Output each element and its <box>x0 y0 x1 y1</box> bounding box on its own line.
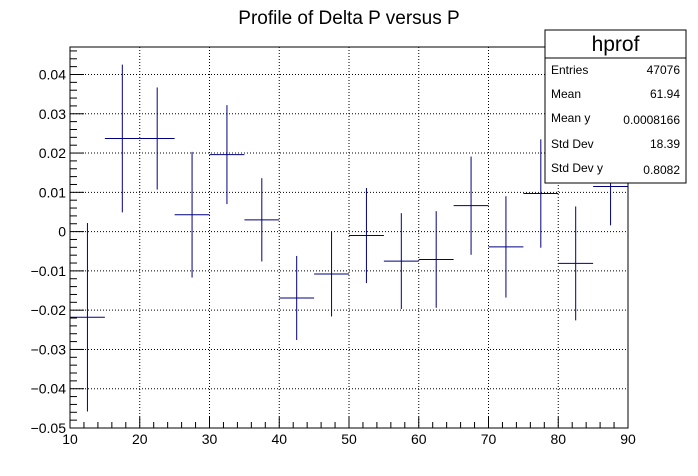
x-tick-label: 60 <box>411 431 427 447</box>
stats-entries-value: 47076 <box>647 63 681 77</box>
stats-std-dev-value: 18.39 <box>650 137 680 151</box>
stats-std-dev-label: Std Dev <box>551 137 594 151</box>
data-point <box>70 222 105 412</box>
data-point <box>244 178 280 262</box>
axes: 10 20 30 40 50 60 70 80 90 −0.05 −0.04 −0.03 −0.02 −0… <box>31 50 636 447</box>
stats-std-dev-y-label: Std Dev y <box>551 161 603 175</box>
x-tick-label: 90 <box>620 431 636 447</box>
data-point <box>314 231 349 317</box>
data-point <box>104 64 140 213</box>
stats-mean-y-label: Mean y <box>551 111 590 125</box>
y-tick-label: 0.02 <box>39 145 66 161</box>
stats-mean-label: Mean <box>551 87 581 101</box>
y-tick-label: 0 <box>58 224 66 240</box>
data-point <box>139 87 175 190</box>
stats-box-frame <box>544 29 687 184</box>
data-point <box>174 151 210 278</box>
stats-entries-label: Entries <box>551 63 588 77</box>
grid-lines <box>70 47 628 428</box>
chart-title: Profile of Delta P versus P <box>238 8 459 29</box>
stats-box: hprof Entries 47076 Mean 61.94 Mean y 0.… <box>544 29 687 184</box>
stats-mean-value: 61.94 <box>650 87 680 101</box>
stats-mean-y-value: 0.0008166 <box>623 113 680 127</box>
y-tick-label: −0.05 <box>31 420 67 436</box>
y-tick-label: −0.01 <box>31 263 67 279</box>
x-tick-label: 10 <box>62 431 78 447</box>
data-point <box>558 206 594 321</box>
data-point <box>488 196 524 298</box>
data-point <box>383 213 419 309</box>
y-tick-label: −0.03 <box>31 341 67 357</box>
stats-std-dev-y-value: 0.8082 <box>643 163 680 177</box>
x-tick-label: 70 <box>481 431 497 447</box>
y-tick-label: 0.03 <box>39 106 66 122</box>
data-points <box>70 64 628 412</box>
x-tick-label: 50 <box>341 431 357 447</box>
data-point <box>453 156 489 255</box>
x-tick-label: 40 <box>271 431 287 447</box>
data-point <box>523 139 559 248</box>
y-tick-label: 0.01 <box>39 184 66 200</box>
data-point <box>209 105 245 205</box>
x-tick-label: 80 <box>550 431 566 447</box>
y-tick-label: −0.04 <box>31 381 67 397</box>
x-tick-label: 20 <box>132 431 148 447</box>
data-point <box>279 255 315 341</box>
y-tick-label: 0.04 <box>39 66 66 82</box>
data-point <box>349 188 384 284</box>
stats-box-title: hprof <box>592 33 640 56</box>
data-point <box>418 211 454 308</box>
y-tick-label: −0.02 <box>31 302 67 318</box>
x-tick-label: 30 <box>202 431 218 447</box>
